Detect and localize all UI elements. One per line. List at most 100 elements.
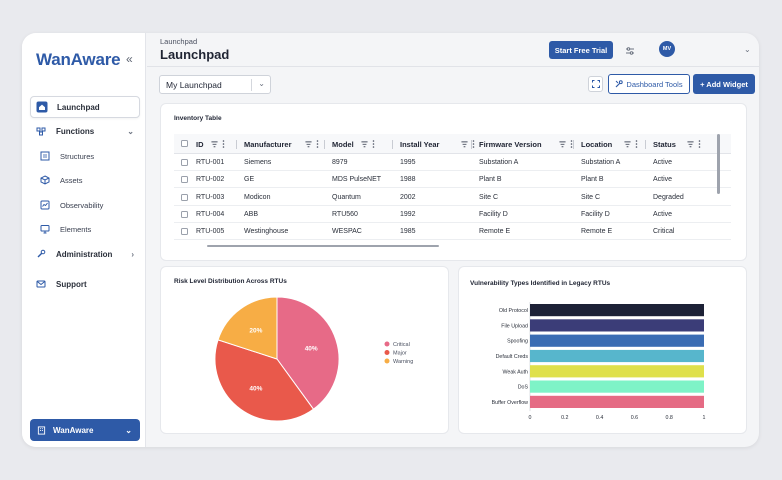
cell-manufacturer: ABB <box>244 210 259 218</box>
more-vertical-icon[interactable] <box>570 140 573 148</box>
table-row[interactable]: RTU-004 ABB RTU560 1992 Facility D Facility D… <box>174 206 731 223</box>
table-row[interactable]: RTU-001 Siemens 8979 1995 Substation A Substa… <box>174 154 731 171</box>
legend-label[interactable]: Major <box>393 351 407 357</box>
column-header-manufacturer[interactable]: Manufacturer <box>244 139 292 149</box>
column-divider[interactable] <box>471 140 472 149</box>
column-header-install-year[interactable]: Install Year <box>400 139 440 149</box>
column-divider[interactable] <box>392 140 393 149</box>
select-all-checkbox[interactable] <box>181 140 188 147</box>
sidebar-item-support[interactable]: Support <box>30 273 140 295</box>
avatar[interactable]: MV <box>659 41 675 57</box>
sidebar-item-structures[interactable]: Structures <box>30 145 140 167</box>
chevron-down-icon[interactable]: ⌄ <box>744 45 751 54</box>
column-header-status[interactable]: Status <box>653 139 676 149</box>
filter-icon[interactable] <box>687 140 694 148</box>
tools-icon <box>615 80 624 88</box>
table-row[interactable]: RTU-002 GE MDS PulseNET 1988 Plant B Plant B A… <box>174 171 731 189</box>
fullscreen-button[interactable] <box>588 76 603 92</box>
chevron-right-icon: › <box>131 249 134 259</box>
launchpad-select[interactable]: My Launchpad ⌄ <box>159 75 271 94</box>
bar-file-upload[interactable] <box>530 319 704 332</box>
filter-icon[interactable] <box>361 140 368 148</box>
more-vertical-icon[interactable] <box>222 140 225 148</box>
row-checkbox[interactable] <box>181 159 188 166</box>
more-vertical-icon[interactable] <box>316 140 319 148</box>
bar-buffer-overflow[interactable] <box>530 395 704 408</box>
y-tick-label: Old Protocol <box>499 308 528 314</box>
cell-manufacturer: Modicon <box>244 193 271 201</box>
dashboard-tools-button[interactable]: Dashboard Tools <box>608 74 690 94</box>
row-checkbox[interactable] <box>181 193 188 201</box>
filter-icon[interactable] <box>559 140 566 148</box>
add-widget-button[interactable]: + Add Widget <box>693 74 755 94</box>
start-free-trial-button[interactable]: Start Free Trial <box>549 41 613 59</box>
pie-slice-critical[interactable] <box>276 296 340 410</box>
cell-install-year: 1988 <box>400 176 416 184</box>
sidebar-item-administration[interactable]: Administration › <box>30 243 140 265</box>
filter-icon[interactable] <box>305 140 312 148</box>
cell-firmware-version: Site C <box>479 193 499 201</box>
dashboard-tools-label: Dashboard Tools <box>626 79 683 89</box>
chevron-down-icon: ⌄ <box>127 126 134 136</box>
bar-spoofing[interactable] <box>530 334 704 347</box>
row-checkbox[interactable] <box>181 210 188 218</box>
cell-status: Active <box>653 176 673 184</box>
horizontal-scrollbar[interactable] <box>207 245 439 247</box>
y-tick-label: File Upload <box>501 323 528 329</box>
bar-old-protocol[interactable] <box>530 304 704 317</box>
pie-slice-label: 40% <box>305 345 318 352</box>
vertical-scrollbar[interactable] <box>717 134 720 194</box>
pie-slice-label: 20% <box>249 327 262 334</box>
filter-icon[interactable] <box>211 140 218 148</box>
column-divider[interactable] <box>573 140 574 149</box>
x-tick-label: 0.2 <box>561 415 568 421</box>
legend-label[interactable]: Warning <box>393 359 413 365</box>
cell-install-year: 1992 <box>400 210 416 218</box>
column-divider[interactable] <box>645 140 646 149</box>
sidebar-item-observability[interactable]: Observability <box>30 194 140 216</box>
filter-icon[interactable] <box>461 140 468 148</box>
page-title: Launchpad <box>160 47 230 62</box>
more-vertical-icon[interactable] <box>372 140 375 148</box>
cell-location: Remote E <box>581 228 613 236</box>
bar-weak-auth[interactable] <box>530 365 704 378</box>
pie-slice-major[interactable] <box>214 339 315 422</box>
table-row[interactable]: RTU-005 Westinghouse WESPAC 1985 Remote E Rem… <box>174 223 731 241</box>
home-icon <box>35 100 49 114</box>
column-header-id[interactable]: ID <box>196 139 204 149</box>
table-row[interactable]: RTU-003 Modicon Quantum 2002 Site C Site C Deg… <box>174 189 731 206</box>
more-vertical-icon[interactable] <box>472 140 475 148</box>
column-header-firmware-version[interactable]: Firmware Version <box>479 139 542 149</box>
sidebar-item-label: Functions <box>56 126 95 136</box>
breadcrumb[interactable]: Launchpad <box>160 37 198 46</box>
column-divider[interactable] <box>236 140 237 149</box>
header-divider <box>147 66 759 67</box>
more-vertical-icon[interactable] <box>698 140 701 148</box>
bar-default-creds[interactable] <box>530 349 704 363</box>
launchpad-select-value: My Launchpad <box>166 79 222 90</box>
vulnerability-types-card: Vulnerability Types Identified in Legacy… <box>458 266 747 434</box>
card-title: Inventory Table <box>174 115 222 122</box>
column-divider[interactable] <box>324 140 325 149</box>
settings-sliders-icon[interactable] <box>625 43 635 61</box>
column-header-model[interactable]: Model <box>332 139 354 149</box>
monitor-icon <box>38 222 52 236</box>
row-checkbox[interactable] <box>181 176 188 184</box>
cell-status: Degraded <box>653 193 684 201</box>
sidebar-item-label: Launchpad <box>57 102 100 112</box>
sidebar-item-label: Support <box>56 279 87 289</box>
sidebar-item-functions[interactable]: Functions ⌄ <box>30 120 140 142</box>
cell-id: RTU-002 <box>196 176 225 184</box>
pie-slice-warning[interactable] <box>217 296 278 360</box>
column-header-location[interactable]: Location <box>581 139 613 149</box>
row-checkbox[interactable] <box>181 228 188 236</box>
legend-label[interactable]: Critical <box>393 342 410 348</box>
collapse-sidebar-icon[interactable]: « <box>126 52 133 66</box>
sidebar-item-launchpad[interactable]: Launchpad <box>30 96 140 118</box>
more-vertical-icon[interactable] <box>635 140 638 148</box>
org-switcher[interactable]: WanAware ⌄ <box>30 419 140 441</box>
filter-icon[interactable] <box>624 140 631 148</box>
bar-dos[interactable] <box>530 380 704 393</box>
sidebar-item-elements[interactable]: Elements <box>30 218 140 240</box>
sidebar-item-assets[interactable]: Assets <box>30 169 140 191</box>
